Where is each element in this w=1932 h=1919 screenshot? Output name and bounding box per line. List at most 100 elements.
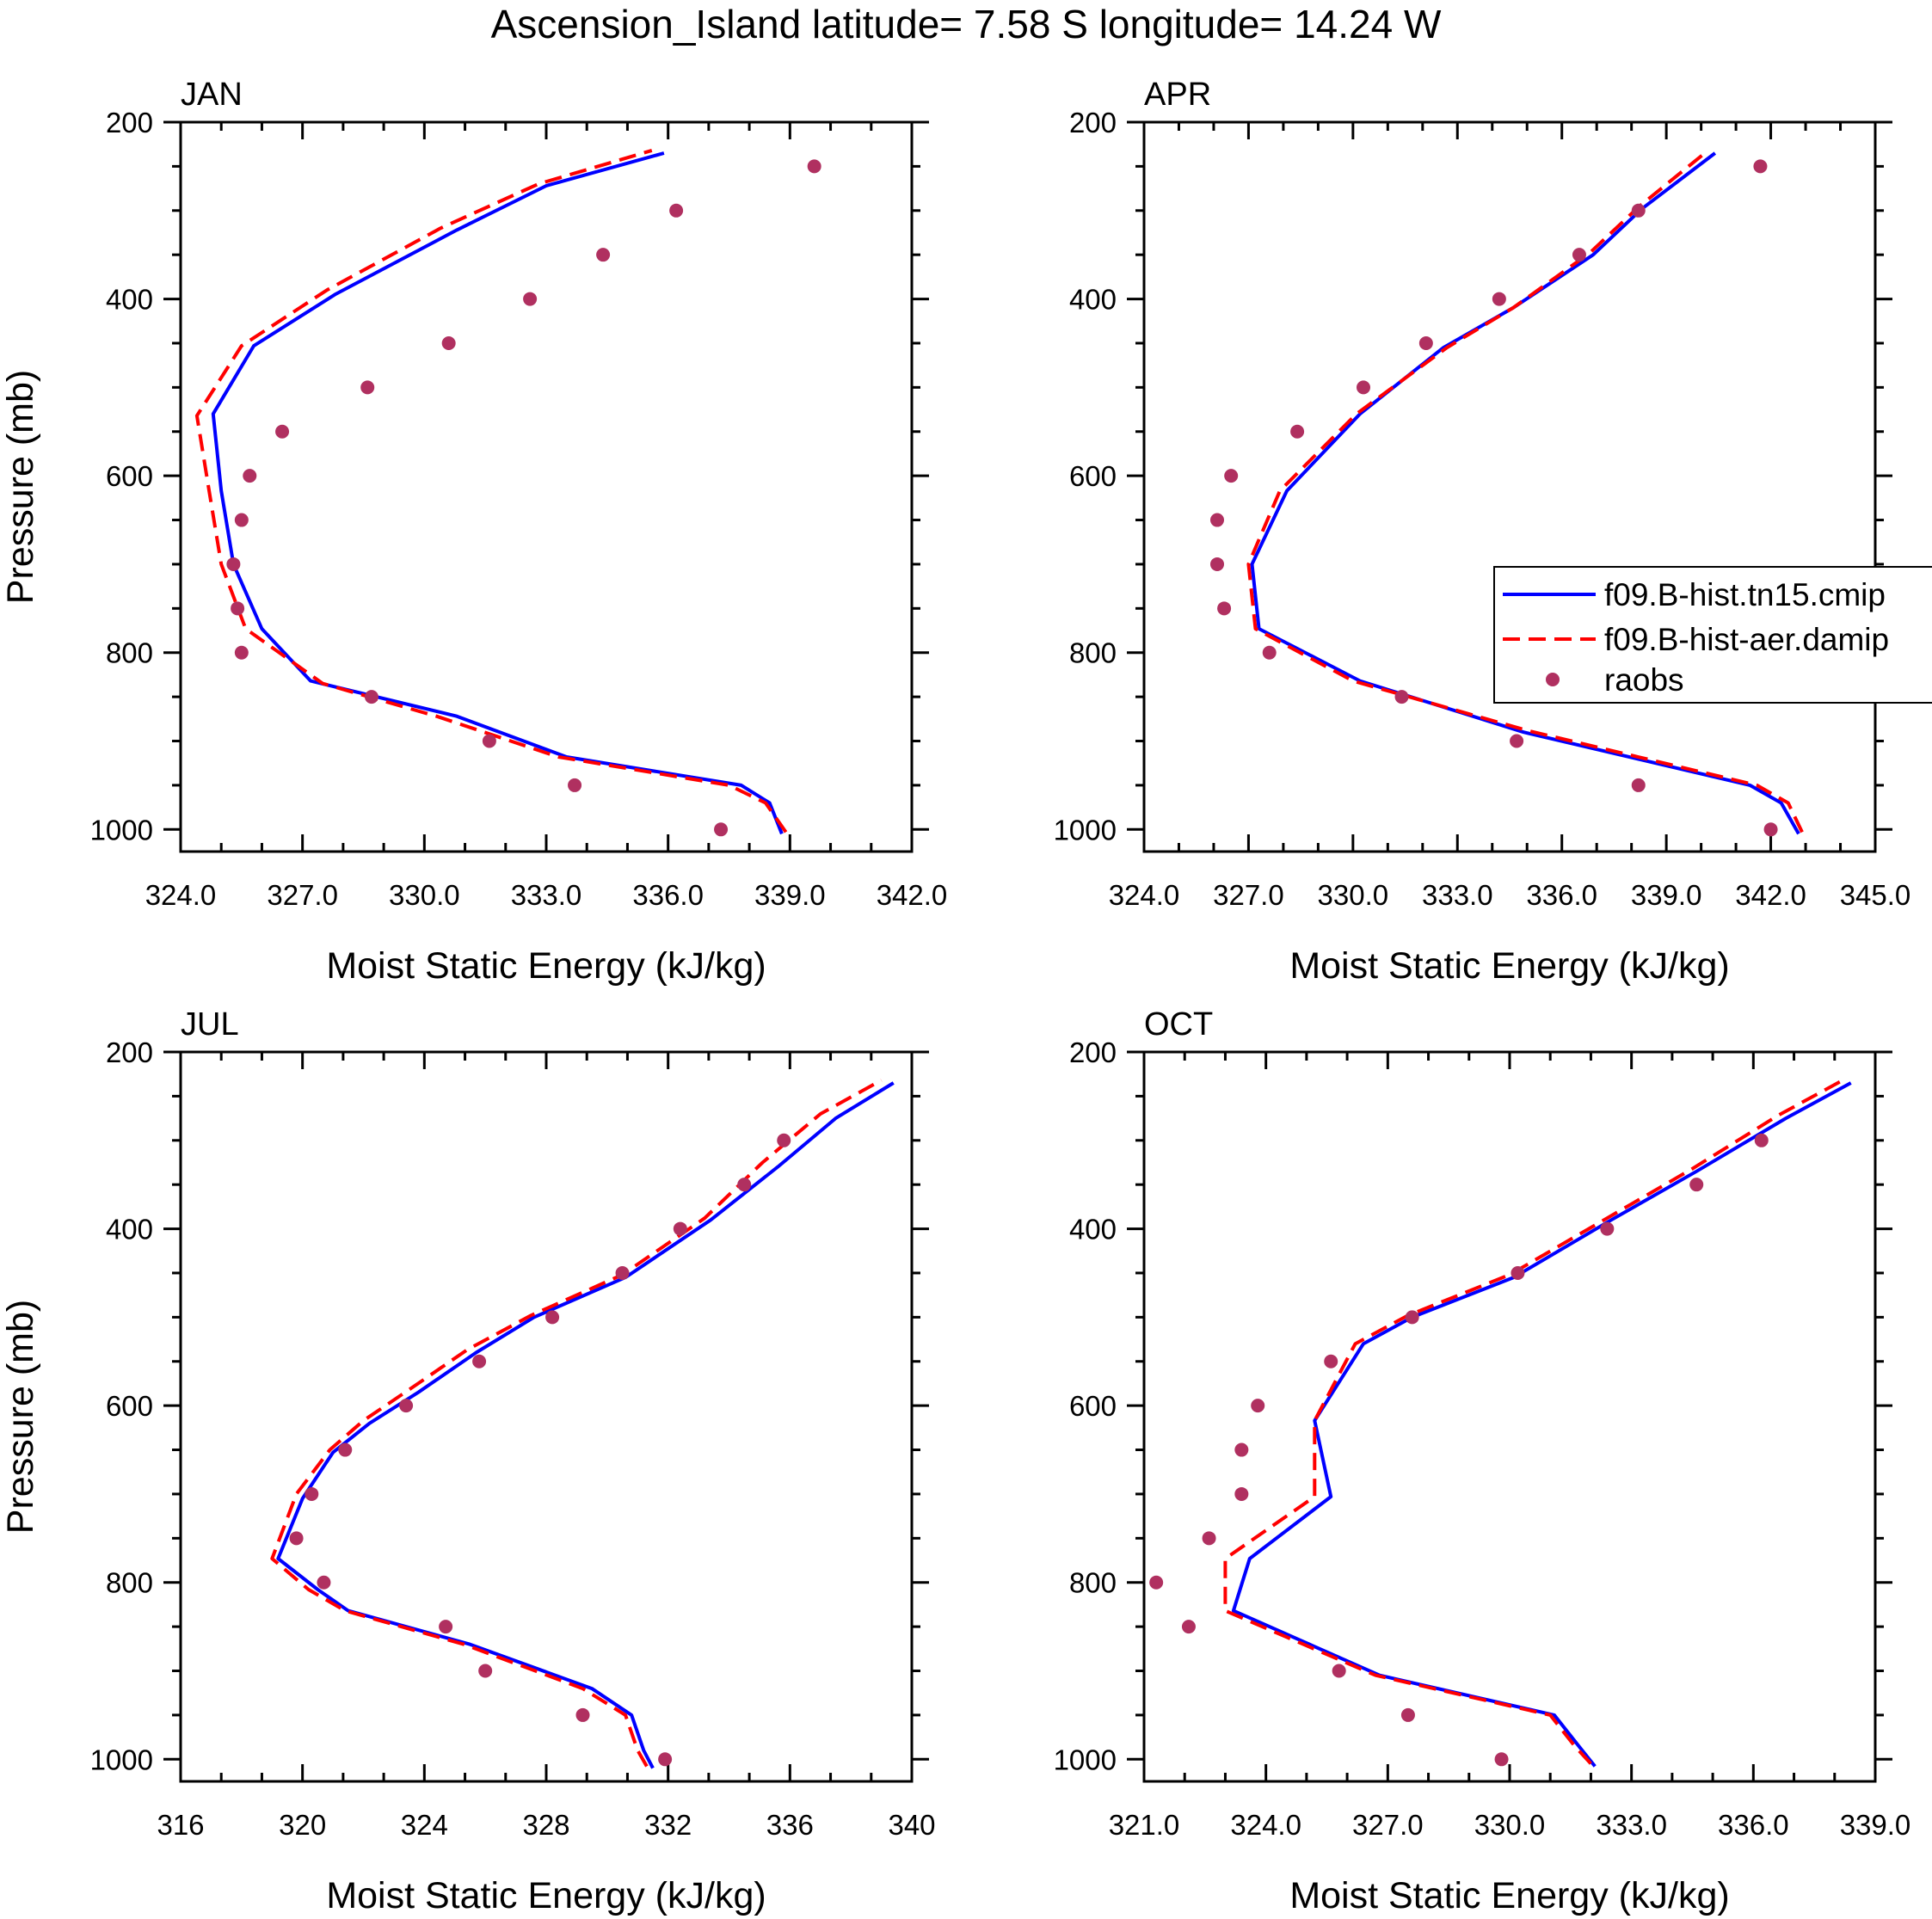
panel-apr: 324.0 327.0 330.0 333.0 336.0 339.0 342.0 345.0… (1054, 77, 1911, 987)
legend-label: raobs (1604, 662, 1684, 698)
raobs-point (289, 1531, 304, 1546)
raobs-point (1511, 1265, 1525, 1280)
raobs-point (1210, 513, 1224, 527)
raobs-point (317, 1575, 331, 1590)
raobs-point (658, 1752, 673, 1767)
raobs-point (1600, 1221, 1615, 1236)
plot-frame (179, 120, 914, 853)
raobs-point (1357, 380, 1370, 395)
raobs-point (1234, 1442, 1249, 1457)
raobs-point (1332, 1664, 1346, 1678)
raobs-point (1631, 203, 1646, 218)
y-tick-label: 1000 (90, 814, 153, 846)
y-tick-label: 400 (106, 284, 153, 316)
x-tick-label: 330.0 (389, 879, 460, 911)
x-tick-label: 333.0 (1596, 1809, 1667, 1841)
y-tick-label: 400 (106, 1214, 153, 1246)
x-tick-label: 345.0 (1840, 879, 1911, 911)
model-aer-line (194, 148, 788, 833)
y-tick-label: 600 (1069, 460, 1117, 492)
raobs-point (1234, 1486, 1249, 1501)
raobs-point (305, 1486, 319, 1501)
model-hist-line (276, 1081, 895, 1769)
y-tick-label: 800 (1069, 1567, 1117, 1599)
raobs-point (1324, 1354, 1338, 1369)
raobs-point (673, 1221, 687, 1236)
raobs-point (1290, 424, 1305, 439)
raobs-point (243, 469, 257, 483)
panel-jul: 316 320 324 328 332 336 340 200 400 600 800 1000 JUL… (0, 1006, 936, 1916)
raobs-point (1631, 778, 1646, 792)
legend-marker (1546, 673, 1560, 686)
y-tick-label: 1000 (1054, 814, 1117, 846)
panel-title: APR (1144, 77, 1211, 113)
model-hist-line (1231, 1081, 1852, 1768)
figure-title: Ascension_Island latitude= 7.58 S longit… (491, 2, 1442, 46)
y-axis-label: Pressure (mb) (0, 1300, 41, 1534)
raobs-point (523, 292, 538, 306)
panel-title: JAN (181, 77, 243, 113)
raobs-point (575, 1707, 590, 1722)
model-aer-line (270, 1079, 883, 1768)
y-tick-label: 1000 (90, 1744, 153, 1775)
y-tick-label: 200 (106, 1036, 153, 1068)
raobs-point (545, 1310, 560, 1325)
y-tick-label: 400 (1069, 284, 1117, 316)
legend-box (1493, 566, 1932, 704)
raobs-point (615, 1265, 630, 1280)
raobs-point (1754, 1133, 1769, 1147)
y-tick-label: 1000 (1054, 1744, 1117, 1775)
raobs-point (1224, 469, 1239, 483)
x-tick-label: 324.0 (1230, 1809, 1301, 1841)
panel-oct: 321.0 324.0 327.0 330.0 333.0 336.0 339.0 200 40… (1054, 1006, 1911, 1916)
raobs-point (1202, 1531, 1216, 1546)
raobs-point (1763, 822, 1778, 837)
x-tick-label: 333.0 (1422, 879, 1493, 911)
x-axis-label: Moist Static Energy (kJ/kg) (1289, 945, 1729, 987)
raobs-point (482, 734, 496, 748)
y-tick-label: 800 (1069, 637, 1117, 669)
raobs-point (472, 1354, 487, 1369)
panel-jan: 324.0 327.0 330.0 333.0 336.0 339.0 342.0 200 40… (0, 77, 947, 987)
x-tick-label: 336.0 (632, 879, 704, 911)
raobs-point (1210, 557, 1224, 571)
x-axis-label: Moist Static Energy (kJ/kg) (1289, 1875, 1729, 1916)
x-tick-label: 316 (157, 1809, 204, 1841)
x-tick-label: 342.0 (877, 879, 948, 911)
raobs-point (338, 1442, 353, 1457)
raobs-point (1572, 248, 1586, 262)
y-tick-label: 600 (106, 460, 153, 492)
raobs-point (1418, 335, 1433, 350)
y-axis-label: Pressure (mb) (0, 370, 41, 604)
model-aer-line (1223, 1079, 1844, 1765)
raobs-point (364, 690, 378, 704)
legend-label: f09.B-hist.tn15.cmip (1604, 577, 1886, 612)
x-axis-label: Moist Static Energy (kJ/kg) (326, 945, 766, 987)
raobs-point (1689, 1178, 1704, 1192)
x-tick-label: 333.0 (511, 879, 582, 911)
y-tick-label: 600 (1069, 1390, 1117, 1422)
y-tick-label: 800 (106, 637, 153, 669)
x-tick-label: 324.0 (1109, 879, 1180, 911)
raobs-point (1181, 1620, 1196, 1634)
y-tick-label: 800 (106, 1567, 153, 1599)
legend: f09.B-hist.tn15.cmip f09.B-hist-aer.damip… (1493, 566, 1932, 704)
x-tick-label: 339.0 (754, 879, 826, 911)
raobs-point (399, 1399, 414, 1413)
raobs-point (439, 1620, 453, 1634)
y-tick-label: 200 (106, 107, 153, 138)
raobs-point (1149, 1575, 1164, 1590)
raobs-point (1510, 734, 1524, 748)
raobs-point (1394, 690, 1409, 704)
raobs-point (568, 778, 582, 792)
x-tick-label: 339.0 (1631, 879, 1702, 911)
raobs-point (275, 424, 290, 439)
raobs-point (737, 1178, 752, 1192)
x-axis-label: Moist Static Energy (kJ/kg) (326, 1875, 766, 1916)
y-tick-label: 400 (1069, 1214, 1117, 1246)
panel-title: OCT (1144, 1006, 1213, 1043)
x-tick-label: 340 (888, 1809, 935, 1841)
raobs-point (478, 1664, 493, 1678)
panel-title: JUL (181, 1006, 239, 1043)
raobs-point (596, 248, 611, 262)
